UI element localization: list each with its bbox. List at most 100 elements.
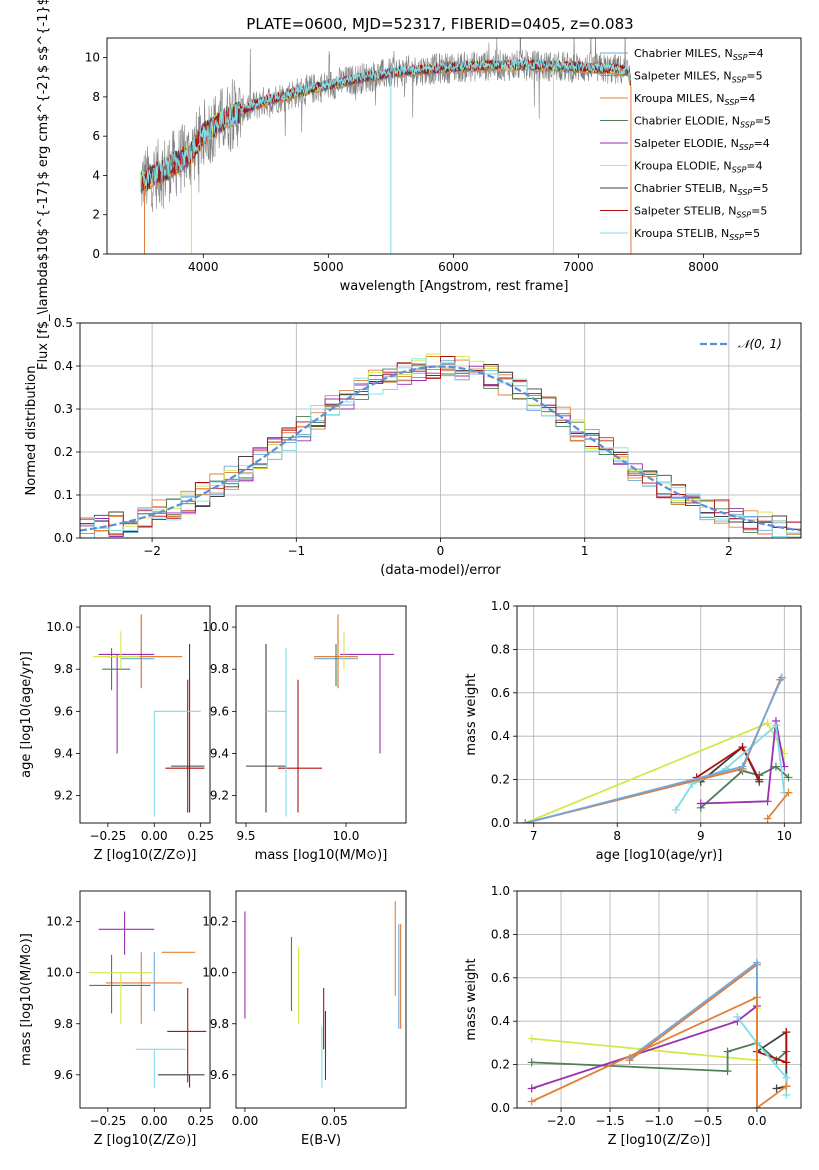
y-tick-label: 1.0 (491, 884, 510, 898)
spectrum-axes: 4000 5000 6000 7000 8000 0 2 4 6 8 10 wavelength [A… (36, 0, 719, 370)
x-tick-label: −0.25 (89, 1114, 126, 1128)
age_vs_mass-axes: 9.5 10.0 9.2 9.4 9.6 9.8 10.0 mass [log10(M/M⊙)… (202, 620, 387, 863)
axis-label: Normed distribution (24, 366, 39, 496)
normal-legend-label: 𝒩(0, 1) (738, 337, 782, 351)
axis-label: mass weight (464, 958, 479, 1040)
mass-weight-line (766, 792, 790, 820)
axis-label: Z [log10(Z/Z⊙)] (94, 1133, 197, 1148)
mass-weight-point (782, 1073, 791, 1082)
legend-label-main: Chabrier STELIB, N (634, 182, 738, 195)
axes-frame (235, 890, 407, 1109)
y-tick-label: 10.0 (46, 620, 73, 634)
x-tick-label: 8 (613, 829, 621, 843)
mass-weight-point (752, 1104, 761, 1108)
y-tick-label: 0.6 (491, 971, 510, 985)
y-tick-label: 2 (92, 208, 100, 222)
mass-weight-point (784, 773, 793, 782)
axis-label: Z [log10(Z/Z⊙)] (608, 1133, 711, 1148)
spectrum-lines (140, 38, 632, 254)
legend-label: Salpeter MILES, NSSP=5 (634, 70, 763, 85)
axis-label: mass [log10(M/M⊙)] (255, 848, 388, 863)
residual-hist-kroupa-stelib (80, 358, 801, 537)
y-tick-label: 0.4 (491, 729, 510, 743)
y-tick-label: 0.1 (54, 488, 73, 502)
axis-label: Flux [f$_\lambda$10$^{-17}$ erg cm$^{-2}… (36, 0, 51, 370)
y-tick-label: 9.8 (210, 1017, 229, 1031)
x-tick-label: 1 (581, 544, 589, 558)
legend-label-tail: =4 (746, 160, 762, 173)
mass_weight_vs_Z-lines (527, 958, 791, 1108)
axis-label: mass [log10(M/M⊙)] (19, 933, 34, 1066)
y-tick-label: 10.0 (202, 620, 229, 634)
axes-frame (79, 322, 802, 539)
legend-label-main: Salpeter MILES, N (634, 70, 732, 83)
y-tick-label: 6 (92, 129, 100, 143)
mass-weight-point (738, 743, 747, 752)
legend-label-main: Salpeter ELODIE, N (634, 137, 739, 150)
legend-label: Kroupa STELIB, NSSP=5 (634, 227, 760, 242)
y-tick-label: 0.8 (491, 642, 510, 656)
y-tick-label: 0.0 (491, 816, 510, 830)
x-tick-label: 2 (725, 544, 733, 558)
mass-weight-point (755, 775, 764, 784)
y-tick-label: 0.2 (491, 1058, 510, 1072)
y-tick-label: 9.6 (210, 1068, 229, 1082)
x-tick-label: 7 (530, 829, 538, 843)
mass-weight-point (723, 1047, 732, 1056)
spectrum-data-line (140, 38, 631, 212)
y-tick-label: 9.2 (54, 789, 73, 803)
y-tick-label: 9.6 (54, 704, 73, 718)
x-tick-label: −1.0 (644, 1114, 673, 1128)
mass-weight-point (723, 1067, 732, 1076)
axis-label: wavelength [Angstrom, rest frame] (340, 279, 569, 294)
x-tick-label: 0.00 (141, 829, 168, 843)
residual-hists (80, 353, 801, 538)
x-tick-label: 0.00 (141, 1114, 168, 1128)
y-tick-label: 10.0 (202, 966, 229, 980)
mass-weight-point (782, 1090, 791, 1099)
mass-weight-point (784, 788, 793, 797)
legend-label-main: Chabrier MILES, N (634, 47, 733, 60)
y-tick-label: 0.8 (491, 927, 510, 941)
legend-label-sub: SSP (732, 76, 747, 85)
axis-label: age [log10(age/yr)] (596, 848, 723, 863)
x-tick-label: 7000 (563, 260, 594, 274)
y-tick-label: 9.4 (54, 746, 73, 760)
age_vs_Z-errorbars (93, 614, 205, 817)
legend-label: Chabrier MILES, NSSP=4 (634, 47, 764, 62)
age_vs_mass-errorbars (246, 614, 394, 817)
legend-label-tail: =4 (739, 92, 755, 105)
x-tick-label: 9 (697, 829, 705, 843)
axis-label: age [log10(age/yr)] (19, 651, 34, 778)
y-tick-label: 0.6 (491, 686, 510, 700)
legend-label-tail: =4 (754, 137, 770, 150)
y-tick-label: 0.2 (491, 773, 510, 787)
x-tick-label: 6000 (438, 260, 469, 274)
axes-frame (79, 605, 211, 824)
y-tick-label: 9.8 (54, 1017, 73, 1031)
x-tick-label: 5000 (313, 260, 344, 274)
y-tick-label: 9.8 (54, 662, 73, 676)
y-tick-label: 0.4 (54, 359, 73, 373)
mass_vs_Z-errorbars (89, 911, 207, 1088)
x-tick-label: −1 (287, 544, 305, 558)
mass-weight-point (752, 958, 761, 967)
mass_weight_vs_age-axes: 7 8 9 10 0.0 0.2 0.4 0.6 0.8 1.0 age [log10(age/yr… (464, 599, 801, 863)
legend-label-sub: SSP (740, 121, 755, 130)
mass-weight-point (772, 1084, 781, 1093)
y-tick-label: 10.2 (202, 915, 229, 929)
y-tick-label: 9.6 (54, 1068, 73, 1082)
x-tick-label: 4000 (188, 260, 219, 274)
legend-label-tail: =5 (746, 70, 762, 83)
mass-weight-line (525, 722, 786, 823)
legend-label-sub: SSP (724, 98, 739, 107)
axes-frame (79, 890, 211, 1109)
y-tick-label: 10.2 (46, 915, 73, 929)
mass-weight-point (763, 814, 772, 823)
legend-label-tail: =5 (755, 115, 771, 128)
mass-weight-point (782, 1058, 791, 1067)
legend-label-main: Kroupa ELODIE, N (634, 160, 732, 173)
x-tick-label: −1.5 (595, 1114, 624, 1128)
